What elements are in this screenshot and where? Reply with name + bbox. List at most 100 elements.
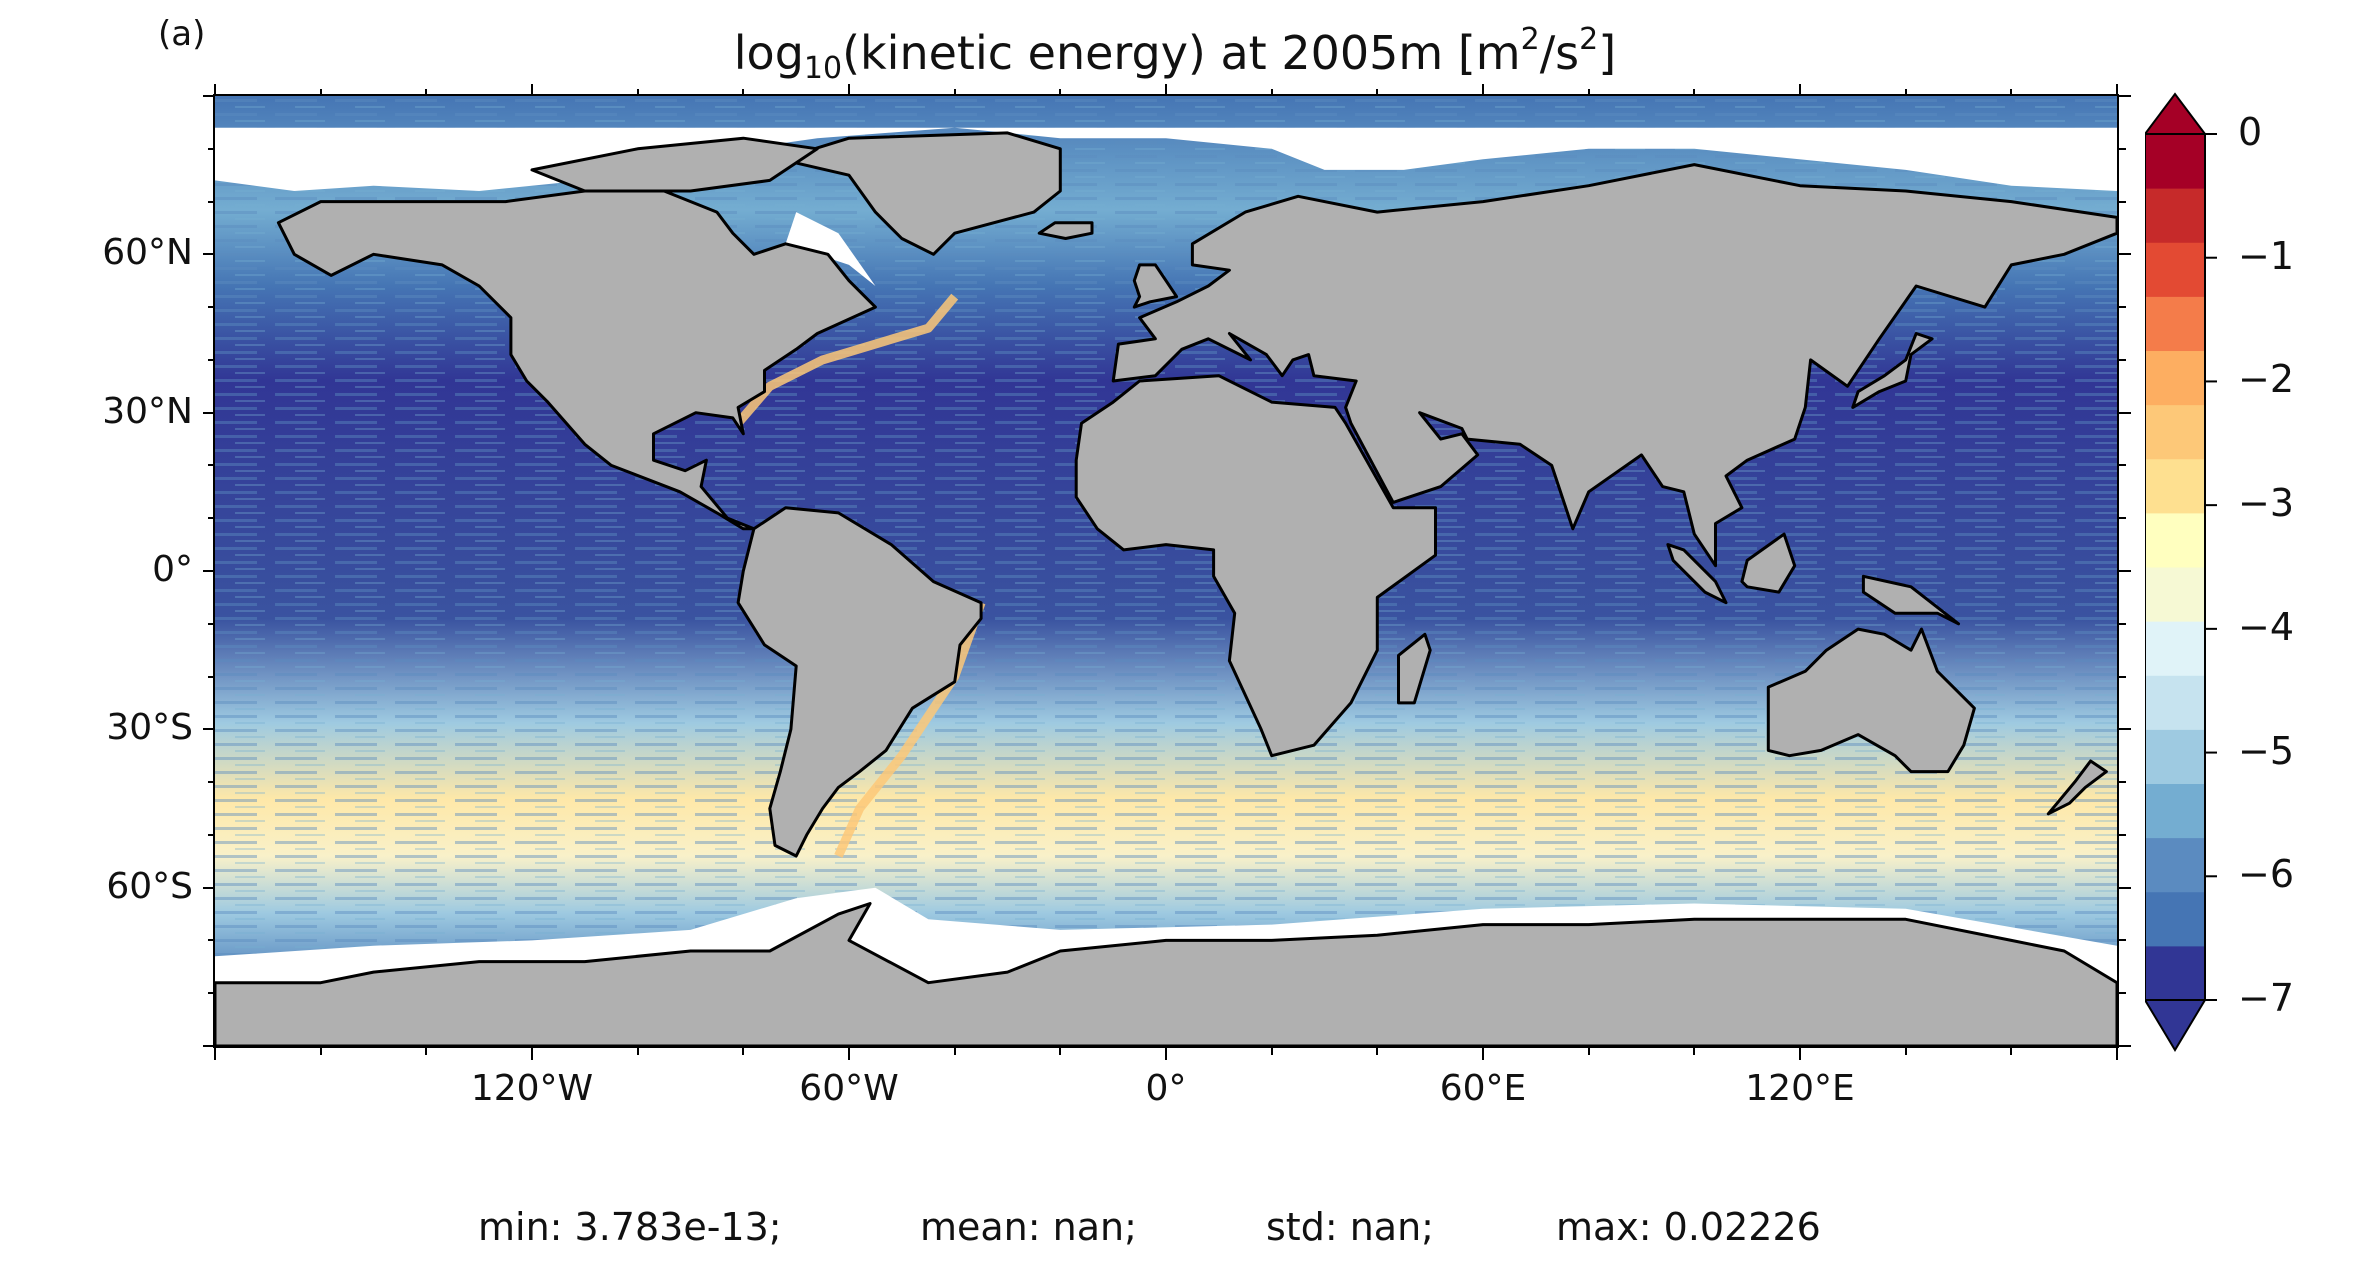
axis-tick bbox=[742, 1048, 745, 1055]
axis-tick bbox=[208, 358, 215, 361]
axis-tick bbox=[208, 517, 215, 520]
antarctica-land bbox=[215, 902, 2117, 1046]
axis-tick bbox=[2119, 411, 2131, 414]
axis-tick bbox=[425, 1048, 428, 1055]
axis-tick bbox=[2119, 147, 2126, 150]
y-tick-label: 30°S bbox=[106, 707, 193, 749]
colorbar-tick-label: −1 bbox=[2238, 233, 2295, 278]
y-tick-label: 60°N bbox=[102, 232, 193, 274]
axis-tick bbox=[203, 411, 215, 414]
colorbar-segment bbox=[2145, 675, 2205, 730]
new-zealand-land bbox=[2046, 759, 2108, 816]
axis-tick bbox=[2119, 992, 2126, 995]
iceland-land bbox=[1037, 221, 1094, 240]
axis-tick bbox=[2119, 95, 2131, 97]
axis-tick bbox=[2119, 675, 2126, 678]
axis-tick bbox=[2119, 886, 2131, 889]
axis-tick bbox=[2119, 622, 2126, 625]
axis-tick bbox=[203, 728, 215, 731]
axis-tick bbox=[1482, 1048, 1484, 1060]
axis-tick bbox=[848, 84, 850, 96]
axis-tick bbox=[1799, 1048, 1801, 1060]
axis-tick bbox=[1693, 1048, 1696, 1055]
axis-tick bbox=[208, 306, 215, 309]
colorbar-frame bbox=[2145, 133, 2206, 1001]
axis-tick bbox=[1482, 84, 1484, 96]
stat-max: max: 0.02226 bbox=[1556, 1205, 1821, 1249]
axis-tick bbox=[208, 992, 215, 995]
labrador-ice bbox=[785, 212, 876, 286]
colorbar-segment bbox=[2145, 404, 2205, 460]
axis-tick bbox=[2119, 517, 2126, 520]
colorbar-segment bbox=[2145, 567, 2205, 622]
axis-tick bbox=[2119, 200, 2126, 203]
axis-tick bbox=[208, 622, 215, 625]
axis-tick bbox=[1165, 1048, 1167, 1060]
y-tick-label: 0° bbox=[152, 549, 193, 590]
axis-tick bbox=[1587, 1048, 1590, 1055]
axis-tick bbox=[2119, 728, 2131, 731]
colorbar-segment bbox=[2145, 945, 2205, 1001]
stat-std: std: nan; bbox=[1266, 1205, 1434, 1249]
axis-tick bbox=[1270, 89, 1273, 96]
axis-tick bbox=[1059, 1048, 1062, 1055]
colorbar-segment bbox=[2145, 621, 2205, 676]
colorbar-segment bbox=[2145, 512, 2205, 568]
axis-tick bbox=[1376, 1048, 1379, 1055]
axis-tick bbox=[953, 1048, 956, 1055]
uk-land bbox=[1132, 263, 1179, 309]
axis-tick bbox=[953, 89, 956, 96]
axis-tick bbox=[214, 1048, 216, 1060]
japan-land bbox=[1851, 332, 1934, 409]
axis-tick bbox=[208, 464, 215, 467]
panel-label: (a) bbox=[158, 14, 206, 54]
north-america-land bbox=[276, 189, 877, 531]
axis-tick bbox=[203, 95, 215, 97]
axis-tick bbox=[636, 89, 639, 96]
colorbar-segment bbox=[2145, 134, 2205, 189]
axis-tick bbox=[208, 675, 215, 678]
axis-tick bbox=[2116, 84, 2118, 96]
axis-tick bbox=[2119, 939, 2126, 942]
axis-tick bbox=[2119, 781, 2126, 784]
colorbar-extend-max bbox=[2145, 92, 2207, 135]
greenland-land bbox=[778, 131, 1062, 256]
axis-tick bbox=[2119, 253, 2131, 256]
axis-tick bbox=[2119, 358, 2126, 361]
colorbar-segment bbox=[2145, 296, 2205, 352]
axis-tick bbox=[319, 1048, 322, 1055]
axis-tick bbox=[2119, 464, 2126, 467]
axis-tick bbox=[208, 833, 215, 836]
colorbar-tick-label: −2 bbox=[2238, 357, 2295, 402]
axis-tick bbox=[848, 1048, 850, 1060]
axis-tick bbox=[208, 939, 215, 942]
axis-tick bbox=[214, 84, 216, 96]
brazil-current-streak bbox=[834, 601, 986, 858]
axis-tick bbox=[208, 200, 215, 203]
colorbar-segment bbox=[2145, 783, 2205, 839]
colorbar bbox=[2145, 92, 2217, 1052]
axis-tick bbox=[636, 1048, 639, 1055]
x-tick-label: 0° bbox=[1145, 1068, 1187, 1109]
y-tick-label: 60°S bbox=[106, 865, 193, 907]
colorbar-segment bbox=[2145, 891, 2205, 947]
south-america-land bbox=[736, 506, 983, 858]
axis-tick bbox=[208, 781, 215, 784]
x-tick-label: 120°E bbox=[1745, 1068, 1855, 1109]
australia-land bbox=[1766, 627, 1976, 774]
axis-tick bbox=[742, 89, 745, 96]
stat-min: min: 3.783e-13; bbox=[478, 1205, 782, 1249]
madagascar-land bbox=[1397, 632, 1432, 705]
colorbar-tick-label: −3 bbox=[2238, 481, 2295, 526]
axis-tick bbox=[2119, 833, 2126, 836]
axis-tick bbox=[2010, 89, 2013, 96]
y-tick-label: 30°N bbox=[102, 390, 193, 432]
colorbar-segment bbox=[2145, 729, 2205, 785]
axis-tick bbox=[1165, 84, 1167, 96]
gulf-stream-streak bbox=[734, 293, 959, 427]
map-panel bbox=[213, 94, 2119, 1048]
colorbar-segment bbox=[2145, 350, 2205, 406]
eurasia-land bbox=[1111, 163, 2117, 568]
colorbar-tick-label: −5 bbox=[2238, 728, 2295, 773]
axis-tick bbox=[203, 570, 215, 572]
